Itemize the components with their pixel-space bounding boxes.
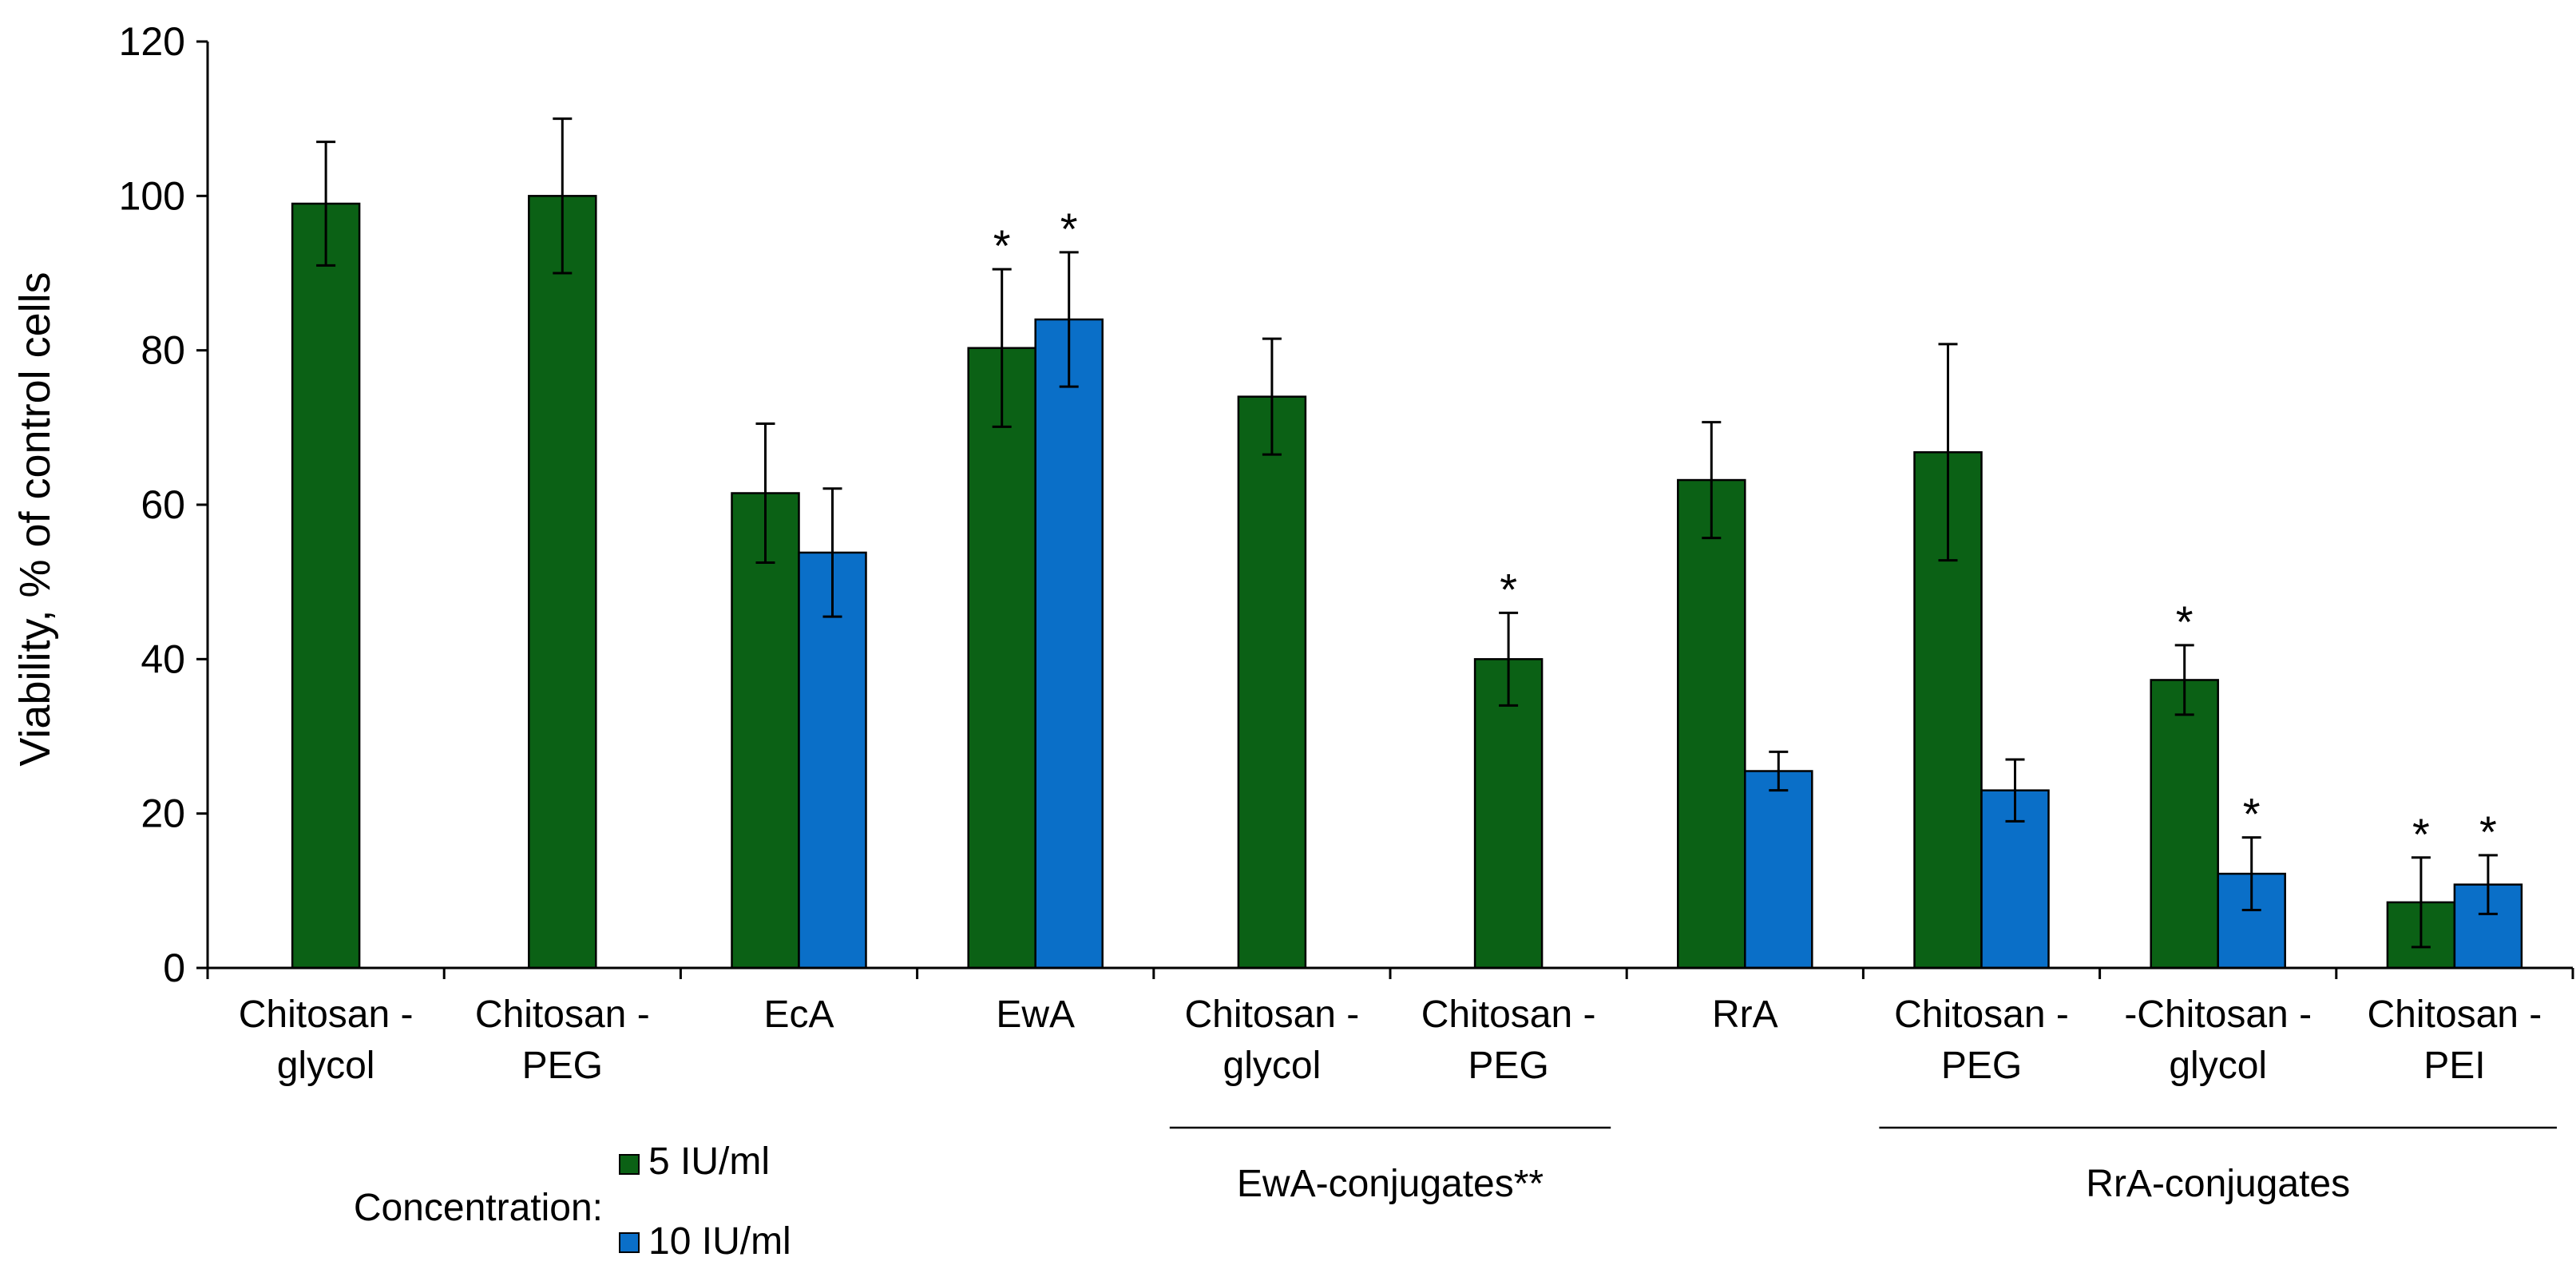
significance-star: *	[2412, 809, 2430, 859]
significance-star: *	[993, 220, 1011, 271]
legend-swatch-10iu	[619, 1232, 640, 1253]
legend-label-10iu: 10 IU/ml	[648, 1220, 791, 1263]
y-tick-label: 40	[141, 637, 185, 681]
y-tick-label: 20	[141, 791, 185, 836]
x-category-label: glycol	[1223, 1045, 1322, 1087]
bar	[291, 202, 361, 970]
bar	[1237, 395, 1307, 970]
bar	[731, 492, 800, 970]
y-tick-label: 120	[119, 19, 185, 64]
y-axis-label: Viability, % of control cells	[11, 272, 59, 766]
bar	[1677, 478, 1746, 970]
significance-markers: * * * * * * *	[993, 204, 2497, 859]
significance-star: *	[1060, 204, 1078, 254]
x-category-label: Chitosan -	[1421, 993, 1596, 1036]
bar	[1473, 658, 1544, 970]
bar	[967, 347, 1036, 970]
bar	[1034, 318, 1104, 970]
x-category-label: PEG	[1941, 1045, 2022, 1087]
x-category-label: PEG	[522, 1045, 603, 1087]
significance-star: *	[2176, 597, 2194, 647]
error-bars	[316, 117, 2498, 949]
x-category-label: -Chitosan -	[2124, 993, 2312, 1036]
significance-star: *	[2243, 789, 2261, 839]
x-category-label: Chitosan -	[239, 993, 414, 1036]
x-category-label: Chitosan -	[475, 993, 650, 1036]
x-category-label: EcA	[763, 993, 834, 1036]
y-tick-label: 60	[141, 482, 185, 527]
x-category-label: glycol	[2169, 1045, 2267, 1087]
legend-title: Concentration:	[354, 1187, 603, 1229]
bar	[1744, 770, 1813, 970]
significance-star: *	[1500, 564, 1517, 614]
legend-label-5iu: 5 IU/ml	[648, 1140, 770, 1183]
x-category-label: RrA	[1712, 993, 1778, 1036]
x-axis: Chitosan - glycol Chitosan - PEG EcA EwA Chito…	[206, 966, 2574, 1087]
bar	[528, 195, 597, 970]
legend-swatch-5iu	[619, 1154, 640, 1175]
y-tick-label: 0	[163, 946, 185, 990]
bar	[2150, 679, 2219, 970]
x-category-label: Chitosan -	[2368, 993, 2542, 1036]
bar	[798, 551, 867, 970]
significance-star: *	[2479, 807, 2497, 857]
group-label: EwA-conjugates**	[1237, 1163, 1544, 1205]
bars	[291, 195, 2523, 970]
x-category-label: glycol	[277, 1045, 375, 1087]
x-category-label: EwA	[996, 993, 1075, 1036]
y-tick-label: 100	[119, 173, 185, 218]
x-category-label: PEI	[2423, 1045, 2485, 1087]
category-groups: EwA-conjugates** RrA-conjugates	[1169, 1126, 2557, 1205]
group-label: RrA-conjugates	[2086, 1163, 2350, 1205]
legend: Concentration: 5 IU/ml 10 IU/ml	[354, 1140, 791, 1263]
x-category-label: Chitosan -	[1185, 993, 1360, 1036]
y-axis: 0 20 40 60 80 100 120	[119, 19, 209, 990]
x-category-label: Chitosan -	[1894, 993, 2069, 1036]
x-category-label: PEG	[1468, 1045, 1548, 1087]
y-tick-label: 80	[141, 328, 185, 373]
